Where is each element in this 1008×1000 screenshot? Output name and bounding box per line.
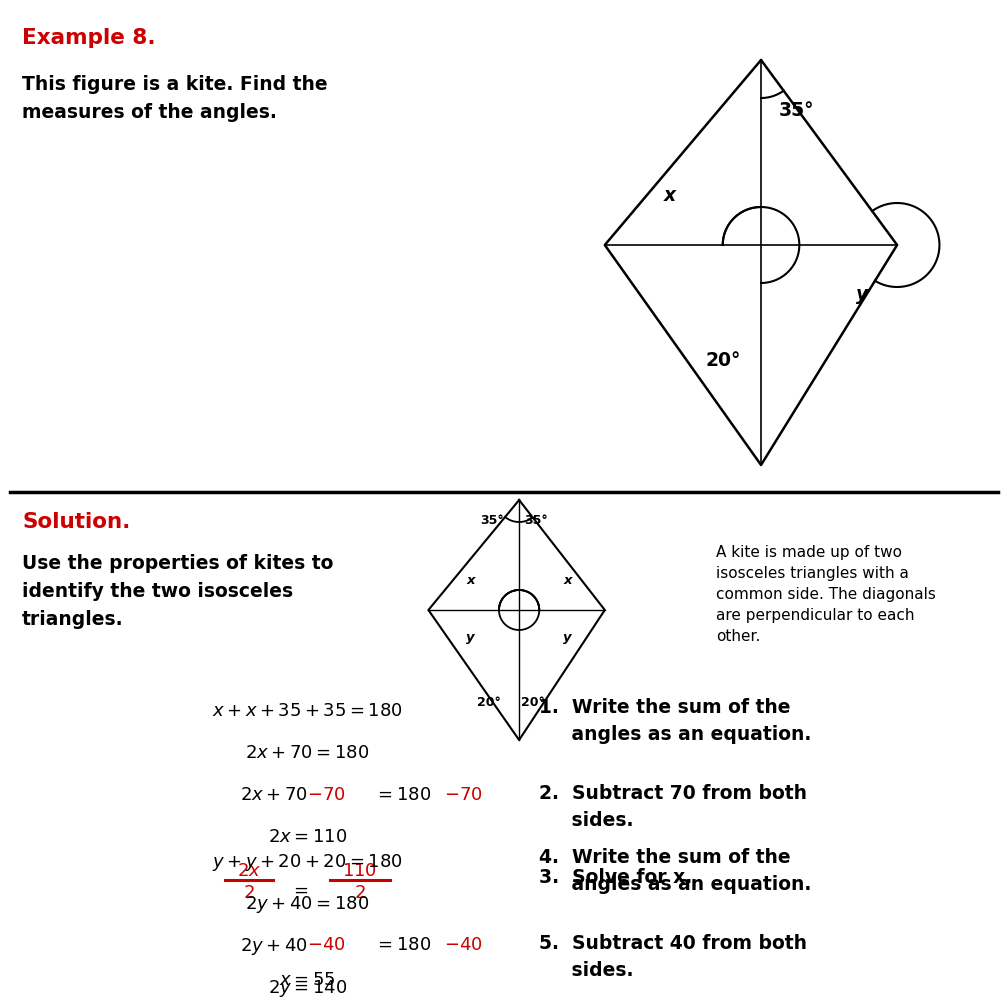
Text: Example 8.: Example 8. [22,28,156,48]
Text: $\mathit{y}+\mathit{y}+20+20=180$: $\mathit{y}+\mathit{y}+20+20=180$ [212,852,403,873]
Text: $-70$: $-70$ [307,786,346,804]
Text: x: x [563,574,572,587]
Text: y: y [467,632,475,645]
Text: x: x [467,574,475,587]
Text: 4.  Write the sum of the
     angles as an equation.: 4. Write the sum of the angles as an equ… [539,848,811,894]
Text: $2\mathit{y}+40=180$: $2\mathit{y}+40=180$ [245,894,370,915]
Text: 2.  Subtract 70 from both
     sides.: 2. Subtract 70 from both sides. [539,784,807,830]
Text: $2$: $2$ [243,884,255,902]
Text: 35°: 35° [779,101,814,119]
Text: $-40$: $-40$ [444,936,482,954]
Text: $110$: $110$ [343,862,377,880]
Text: 1.  Write the sum of the
     angles as an equation.: 1. Write the sum of the angles as an equ… [539,698,811,744]
Text: A kite is made up of two
isosceles triangles with a
common side. The diagonals
a: A kite is made up of two isosceles trian… [716,545,935,644]
Text: $2$: $2$ [354,884,366,902]
Text: 5.  Subtract 40 from both
     sides.: 5. Subtract 40 from both sides. [539,934,807,980]
Text: x: x [664,186,676,205]
Text: $2\mathit{y}+40$: $2\mathit{y}+40$ [240,936,307,957]
Text: y: y [563,632,572,645]
Text: $=$: $=$ [290,881,308,899]
Text: $\mathit{x}+\mathit{x}+35+35=180$: $\mathit{x}+\mathit{x}+35+35=180$ [212,702,403,720]
Text: y: y [856,286,868,304]
Text: $2\mathit{x}$: $2\mathit{x}$ [237,862,261,880]
Text: 3.  Solve for x.: 3. Solve for x. [539,868,692,887]
Text: $2\mathit{x}=110$: $2\mathit{x}=110$ [268,828,347,846]
Text: Solution.: Solution. [22,512,131,532]
Text: 20°: 20° [706,351,741,369]
Text: $2\mathit{y}=140$: $2\mathit{y}=140$ [268,978,347,999]
Text: $-70$: $-70$ [444,786,482,804]
Text: 35°: 35° [524,514,548,527]
Text: $\mathit{x}=55$: $\mathit{x}=55$ [279,971,336,989]
Text: $2\mathit{x}+70=180$: $2\mathit{x}+70=180$ [245,744,370,762]
Text: Use the properties of kites to
identify the two isosceles
triangles.: Use the properties of kites to identify … [22,554,334,629]
Text: 20°: 20° [521,696,545,709]
Text: 35°: 35° [480,514,504,527]
Text: 20°: 20° [477,696,501,709]
Text: $-40$: $-40$ [307,936,346,954]
Text: $=180$: $=180$ [374,786,431,804]
Text: $2\mathit{x}+70$: $2\mathit{x}+70$ [240,786,307,804]
Text: $=180$: $=180$ [374,936,431,954]
Text: This figure is a kite. Find the
measures of the angles.: This figure is a kite. Find the measures… [22,75,328,122]
